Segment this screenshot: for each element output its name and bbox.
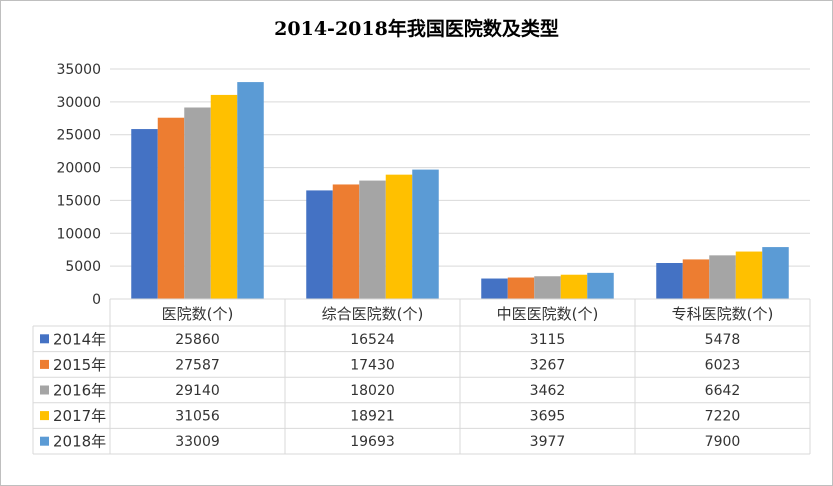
- legend-key-2017年: [40, 411, 49, 421]
- x-category-label: 医院数(个): [162, 305, 234, 323]
- legend-key-2016年: [40, 385, 49, 395]
- data-table-cell: 3267: [530, 357, 566, 373]
- bar-2015年-专科医院数(个): [682, 259, 710, 299]
- data-table-cell: 33009: [175, 434, 220, 450]
- data-table-cell: 6642: [705, 383, 741, 399]
- data-table-cell: 3115: [530, 332, 566, 348]
- bar-2017年-综合医院数(个): [385, 174, 413, 299]
- bar-2016年-中医医院数(个): [534, 276, 561, 299]
- data-table-cell: 3977: [530, 434, 566, 450]
- chart-title: 2014-2018年我国医院数及类型: [274, 18, 559, 40]
- legend-series-name: 2018年: [53, 433, 106, 451]
- legend-series-name: 2015年: [53, 356, 106, 374]
- bar-2015年-医院数(个): [157, 117, 185, 300]
- bar-2017年-中医医院数(个): [560, 274, 588, 299]
- bar-2016年-医院数(个): [184, 107, 211, 299]
- data-table-cell: 16524: [350, 332, 395, 348]
- data-table-cell: 18921: [350, 409, 395, 425]
- data-table-cell: 27587: [175, 357, 220, 373]
- y-tick-label: 10000: [56, 226, 101, 242]
- data-table-cell: 25860: [175, 332, 220, 348]
- bar-2018年-综合医院数(个): [412, 169, 439, 299]
- bar-2015年-中医医院数(个): [507, 277, 535, 299]
- data-table-cell: 7900: [705, 434, 741, 450]
- legend-key-2018年: [40, 436, 49, 446]
- y-tick-label: 5000: [65, 259, 101, 275]
- bar-2016年-综合医院数(个): [359, 180, 386, 299]
- data-table-cell: 3695: [530, 409, 566, 425]
- bar-2018年-中医医院数(个): [587, 272, 614, 299]
- legend-key-2014年: [40, 334, 49, 344]
- legend-series-name: 2014年: [53, 330, 106, 348]
- y-tick-label: 35000: [56, 62, 101, 78]
- data-table-cell: 19693: [350, 434, 395, 450]
- y-tick-label: 30000: [56, 95, 101, 111]
- bar-2018年-专科医院数(个): [762, 247, 789, 299]
- legend-series-name: 2017年: [53, 407, 106, 425]
- bar-2017年-专科医院数(个): [735, 251, 763, 299]
- bar-2014年-综合医院数(个): [306, 190, 333, 299]
- bar-2017年-医院数(个): [210, 94, 238, 299]
- bar-2014年-专科医院数(个): [656, 263, 683, 299]
- data-table-cell: 29140: [175, 383, 220, 399]
- data-table-cell: 3462: [530, 383, 566, 399]
- y-tick-label: 25000: [56, 128, 101, 144]
- bar-2014年-中医医院数(个): [481, 278, 508, 299]
- bar-2014年-医院数(个): [131, 129, 158, 299]
- y-tick-label: 20000: [56, 161, 101, 177]
- x-category-label: 中医医院数(个): [497, 305, 599, 323]
- bar-2018年-医院数(个): [237, 82, 264, 300]
- y-tick-label: 15000: [56, 193, 101, 209]
- y-tick-label: 0: [92, 292, 101, 308]
- x-category-label: 专科医院数(个): [672, 305, 774, 323]
- data-table-cell: 31056: [175, 409, 220, 425]
- data-table-cell: 5478: [705, 332, 741, 348]
- bar-2015年-综合医院数(个): [332, 184, 360, 299]
- data-table-cell: 7220: [705, 409, 741, 425]
- legend-key-2015年: [40, 359, 49, 369]
- bar-2016年-专科医院数(个): [709, 255, 736, 299]
- data-table-cell: 6023: [705, 357, 741, 373]
- data-table-cell: 18020: [350, 383, 395, 399]
- legend-series-name: 2016年: [53, 382, 106, 400]
- x-category-label: 综合医院数(个): [322, 305, 424, 323]
- data-table-cell: 17430: [350, 357, 395, 373]
